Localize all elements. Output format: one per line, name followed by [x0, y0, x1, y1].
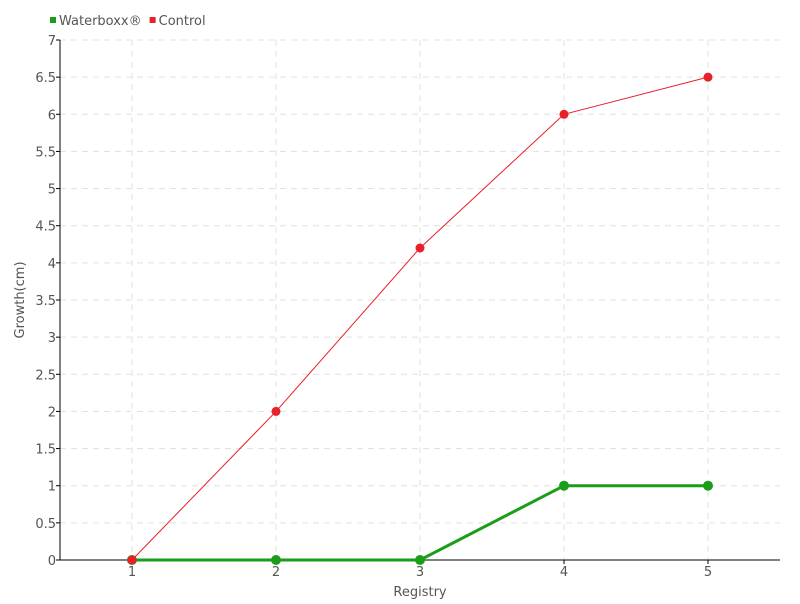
data-point: [415, 555, 425, 565]
data-point: [559, 109, 569, 119]
y-tick-label: 3.5: [35, 294, 56, 309]
data-point: [703, 480, 713, 491]
legend-swatch: [50, 17, 56, 23]
y-tick-label: 1: [48, 480, 56, 495]
y-tick-label: 3: [48, 331, 56, 346]
x-tick-label: 5: [704, 565, 712, 580]
y-tick-label: 2.5: [35, 368, 56, 383]
legend-swatch: [149, 17, 156, 23]
y-tick-label: 5: [48, 183, 56, 198]
legend: Waterboxx® Control: [50, 14, 206, 29]
x-tick-label: 1: [128, 565, 136, 580]
grid: [60, 39, 780, 560]
y-tick-label: 2: [48, 405, 56, 420]
y-tick-label: 6: [48, 108, 56, 123]
legend-label: Control: [159, 14, 206, 29]
data-point: [271, 555, 281, 565]
y-tick-label: 0: [48, 554, 56, 569]
data-point: [559, 480, 569, 491]
legend-label: Waterboxx®: [59, 14, 142, 29]
data-point: [703, 72, 713, 82]
data-point: [271, 406, 281, 416]
y-tick-label: 4.5: [35, 220, 56, 235]
x-tick-label: 3: [416, 565, 424, 580]
x-tick-label: 4: [560, 565, 568, 580]
data-point: [415, 243, 425, 253]
y-tick-label: 5.5: [35, 145, 56, 160]
y-tick-label: 4: [48, 257, 56, 272]
x-axis-label: Registry: [393, 585, 447, 600]
y-tick-label: 7: [48, 34, 56, 49]
x-tick-label: 2: [272, 565, 280, 580]
axes: 0 0.5 1 1.5 2 2.5 3 3.5 4 4.5 5 5.5 6 6.5 7 1 2 3 4 5: [35, 34, 780, 580]
y-tick-label: 6.5: [35, 71, 56, 86]
y-axis-label: Growth(cm): [13, 261, 28, 338]
series-layer: [127, 72, 713, 565]
y-tick-label: 0.5: [35, 517, 56, 532]
y-tick-label: 1.5: [35, 443, 56, 458]
data-point: [127, 555, 137, 565]
